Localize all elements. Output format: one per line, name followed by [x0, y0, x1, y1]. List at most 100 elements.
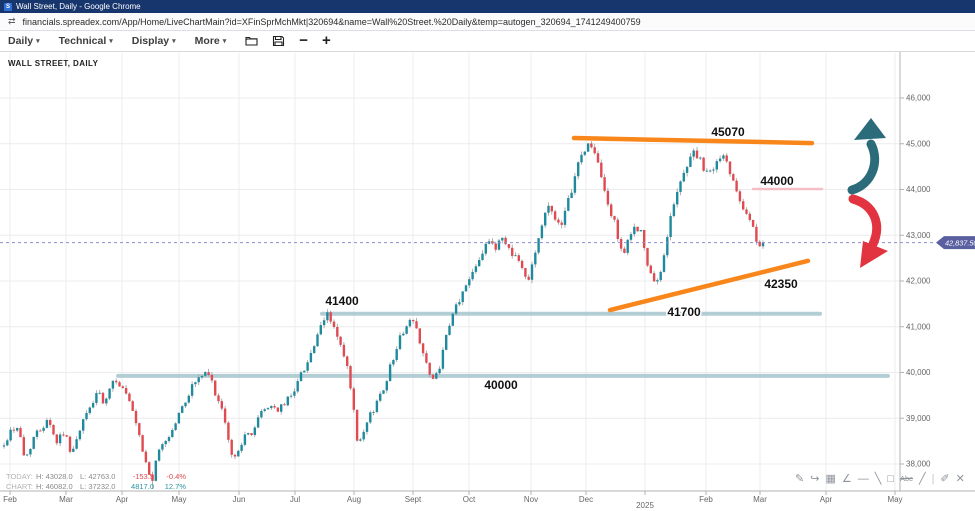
annotation-label-44000[interactable]: 44000	[759, 173, 796, 190]
candle	[237, 450, 240, 457]
menu-daily[interactable]: Daily ▾	[8, 35, 40, 47]
candle	[520, 260, 524, 268]
annotation-label-40000[interactable]: 40000	[483, 377, 520, 394]
candle	[220, 401, 223, 409]
down-arrow[interactable]	[848, 194, 882, 249]
annotation-label-41400[interactable]: 41400	[324, 293, 361, 310]
candle	[207, 372, 210, 375]
candle	[619, 239, 623, 249]
url-text[interactable]: financials.spreadex.com/App/Home/LiveCha…	[22, 16, 641, 27]
time-tick-label: Dec	[579, 495, 593, 504]
menu-technical[interactable]: Technical ▾	[59, 35, 113, 47]
candle	[6, 440, 9, 446]
candle	[682, 172, 685, 182]
stats-row: TODAY: H: 43028.0 L: 42763.0 -153.5 -0.4%	[6, 472, 186, 482]
time-tick-label: Mar	[59, 495, 73, 504]
rising-trendline[interactable]	[607, 258, 811, 313]
candle	[273, 406, 276, 408]
menu-label: Display	[131, 35, 170, 47]
chevron-down-icon: ▾	[172, 38, 176, 45]
candle	[494, 243, 497, 250]
candle	[748, 213, 751, 220]
candle	[679, 181, 682, 192]
stats-value: CHART:	[6, 481, 33, 491]
candle	[563, 210, 567, 225]
zoom-in-button[interactable]: +	[322, 31, 331, 49]
candle	[534, 252, 537, 265]
menu-display[interactable]: Display ▾	[132, 35, 176, 47]
candle	[570, 192, 573, 199]
candle	[111, 380, 115, 389]
delete-icon[interactable]: ✕	[955, 473, 965, 485]
save-chart-button[interactable]	[272, 35, 285, 47]
candle	[735, 180, 738, 192]
candle	[718, 158, 722, 162]
candle	[85, 413, 88, 420]
candle	[200, 375, 204, 378]
candle	[593, 147, 596, 154]
candle	[445, 334, 448, 350]
candle	[751, 219, 755, 227]
price-tick-label: 39,000	[906, 414, 931, 423]
candle	[761, 242, 765, 247]
stats-value: 12.7%	[164, 481, 186, 491]
horizontal-line-icon[interactable]: —	[857, 473, 869, 485]
time-tick-label: Feb	[699, 495, 713, 504]
candle	[190, 384, 194, 396]
candle	[319, 325, 322, 335]
candle	[461, 291, 464, 303]
save-icon	[273, 35, 285, 47]
trendline-icon[interactable]: ╲	[874, 473, 882, 485]
candle	[636, 226, 639, 232]
rectangle-icon[interactable]: □	[887, 473, 894, 485]
candle	[596, 153, 600, 163]
up-arrow-head	[854, 118, 886, 140]
candle	[45, 420, 49, 428]
candle	[613, 216, 616, 220]
candle	[362, 431, 365, 440]
candle	[148, 462, 151, 475]
candle	[263, 409, 266, 411]
open-chart-button[interactable]	[245, 35, 258, 47]
time-tick-label: May	[887, 495, 902, 504]
candle	[336, 326, 339, 337]
up-arrow[interactable]	[847, 139, 880, 195]
chevron-down-icon: ▾	[109, 38, 113, 45]
candle	[342, 344, 346, 357]
curved-arrow-icon[interactable]: ↪	[810, 473, 820, 485]
url-bar[interactable]: ⇄ financials.spreadex.com/App/Home/LiveC…	[0, 13, 975, 31]
candle	[606, 190, 610, 205]
candle	[283, 404, 286, 406]
time-tick-label: 2025	[636, 501, 654, 510]
candle	[309, 352, 313, 363]
text-tool-icon[interactable]: Abc	[900, 474, 913, 483]
candle	[649, 265, 652, 274]
zoom-out-button[interactable]: −	[299, 31, 309, 49]
candle	[431, 374, 435, 379]
annotation-label-41700[interactable]: 41700	[666, 304, 703, 321]
time-tick-label: Mar	[753, 495, 767, 504]
candle	[187, 395, 190, 403]
menu-more[interactable]: More ▾	[195, 35, 227, 47]
candle	[511, 247, 514, 256]
candle	[223, 408, 227, 423]
tab-search-icon[interactable]: ⇄	[8, 16, 16, 26]
resistance-trendline[interactable]	[571, 135, 815, 146]
grid-icon[interactable]: ▦	[825, 473, 836, 485]
pen-icon[interactable]: ✎	[795, 473, 805, 485]
annotation-label-42350[interactable]: 42350	[763, 276, 800, 293]
candle	[151, 474, 154, 481]
stats-value: H: 46082.0	[36, 481, 73, 491]
axes-icon[interactable]: ∠	[841, 473, 852, 485]
time-tick-label: Nov	[524, 495, 538, 504]
price-tick-label: 40,000	[906, 368, 931, 377]
candle	[722, 155, 725, 159]
candle	[204, 372, 207, 376]
marker-icon[interactable]: ✐	[940, 473, 950, 485]
annotation-label-45070[interactable]: 45070	[710, 124, 747, 141]
candle	[481, 253, 484, 261]
candle	[293, 391, 296, 396]
candle	[2, 445, 6, 447]
line-icon[interactable]: ╱	[918, 473, 926, 485]
